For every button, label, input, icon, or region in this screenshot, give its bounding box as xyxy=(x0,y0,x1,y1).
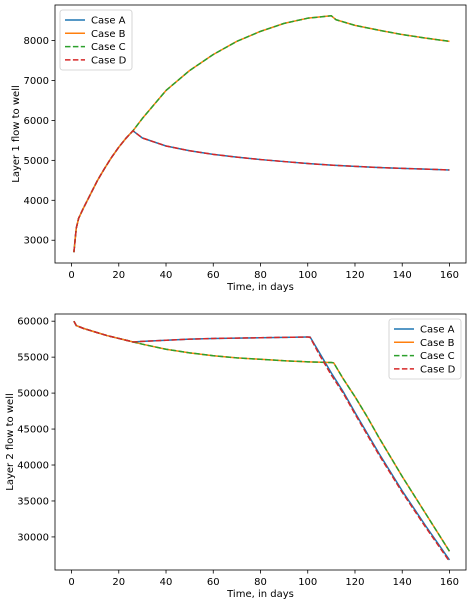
series-group xyxy=(73,320,451,562)
legend-label: Case C xyxy=(91,42,126,53)
x-tick-label: 20 xyxy=(112,577,125,588)
x-tick-label: 20 xyxy=(112,270,125,281)
x-tick-label: 60 xyxy=(207,270,220,281)
y-tick-label: 7000 xyxy=(24,76,49,87)
y-tick-label: 8000 xyxy=(24,36,49,47)
legend-label: Case D xyxy=(420,364,456,375)
x-tick-label: 160 xyxy=(440,270,459,281)
y-tick-label: 4000 xyxy=(24,196,49,207)
x-tick-label: 40 xyxy=(160,577,173,588)
x-tick-label: 60 xyxy=(207,577,220,588)
y-tick-label: 6000 xyxy=(24,116,49,127)
y-tick-label: 5000 xyxy=(24,156,49,167)
y-axis-label: Layer 1 flow to well xyxy=(11,85,22,182)
x-tick-label: 80 xyxy=(254,577,267,588)
y-tick-label: 40000 xyxy=(17,461,49,472)
legend-label: Case B xyxy=(91,29,126,40)
x-tick-label: 160 xyxy=(440,577,459,588)
x-axis-label: Time, in days xyxy=(226,282,294,293)
x-tick-label: 40 xyxy=(160,270,173,281)
x-tick-label: 100 xyxy=(298,577,317,588)
y-tick-label: 45000 xyxy=(17,425,49,436)
x-tick-label: 120 xyxy=(345,270,364,281)
x-tick-label: 140 xyxy=(393,577,412,588)
x-axis-label: Time, in days xyxy=(226,589,294,600)
x-tick-label: 120 xyxy=(345,577,364,588)
x-tick-label: 0 xyxy=(68,270,74,281)
legend-label: Case C xyxy=(420,351,455,362)
y-tick-label: 3000 xyxy=(24,236,49,247)
legend-label: Case A xyxy=(91,16,126,27)
y-axis-label: Layer 2 flow to well xyxy=(5,393,16,490)
legend: Case A Case B Case C Case D xyxy=(388,318,462,380)
y-tick-label: 30000 xyxy=(17,532,49,543)
x-tick-label: 100 xyxy=(298,270,317,281)
legend-label: Case B xyxy=(420,338,455,349)
legend-label: Case D xyxy=(91,55,127,66)
y-tick-label: 55000 xyxy=(17,353,49,364)
y-tick-label: 35000 xyxy=(17,496,49,507)
chart-layer-2: 0 20 40 60 80 100 120 140 160 30000 35000 40000 4500… xyxy=(5,313,467,600)
y-tick-label: 50000 xyxy=(17,389,49,400)
series-line-case-d xyxy=(73,320,451,562)
series-group xyxy=(73,15,450,253)
chart-layer-1: 0 20 40 60 80 100 120 140 160 3000 4000 5000 6000 700… xyxy=(11,4,467,293)
legend-box xyxy=(59,9,133,71)
legend-label: Case A xyxy=(420,325,455,336)
legend: Case A Case B Case C Case D xyxy=(59,9,133,71)
x-tick-label: 140 xyxy=(393,270,412,281)
x-tick-label: 0 xyxy=(68,577,74,588)
x-tick-label: 80 xyxy=(254,270,267,281)
series-line-case-d xyxy=(73,130,450,253)
y-tick-label: 60000 xyxy=(17,317,49,328)
legend-box xyxy=(388,318,462,380)
